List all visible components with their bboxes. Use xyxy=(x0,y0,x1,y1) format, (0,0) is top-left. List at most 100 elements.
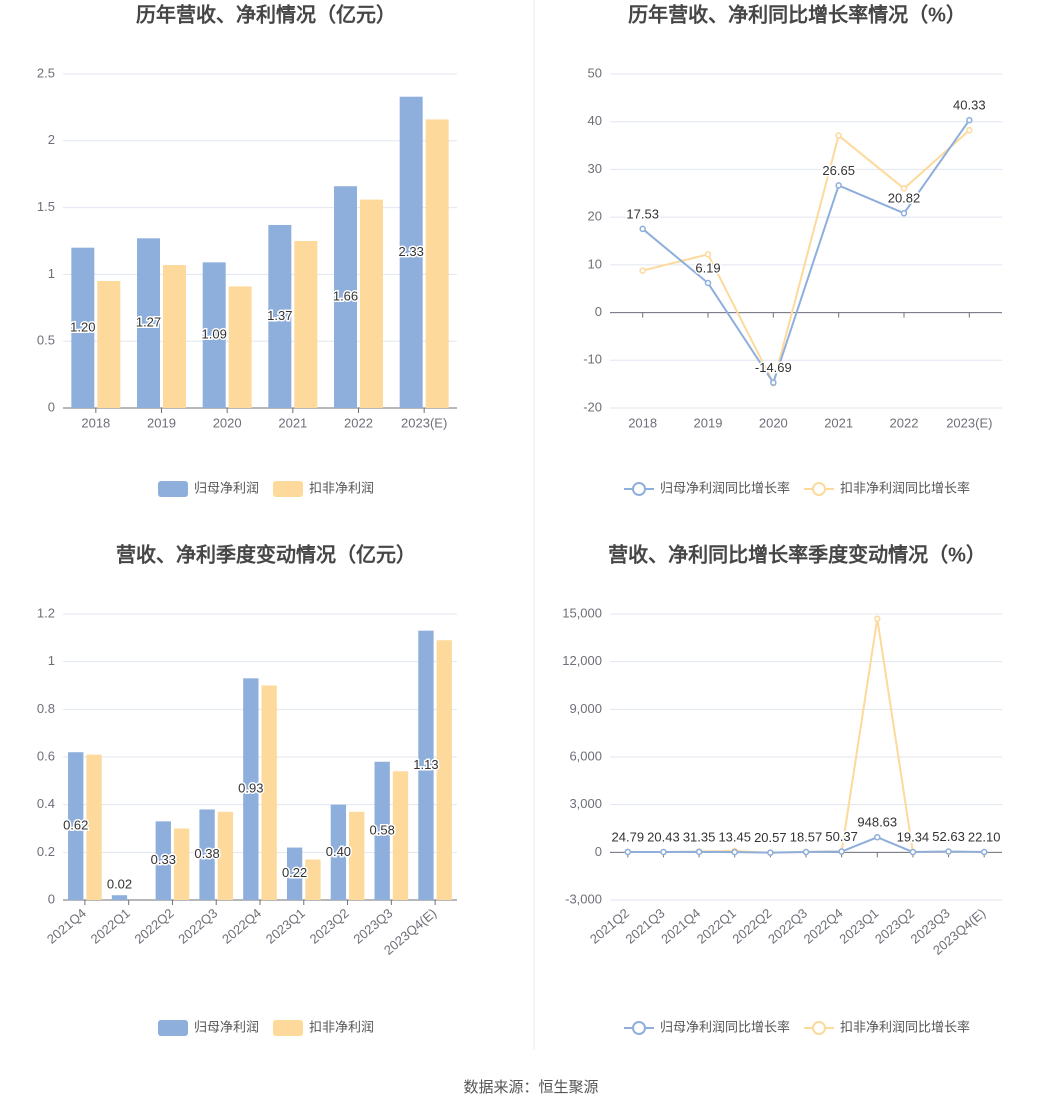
y-tick-label: 1 xyxy=(48,653,55,668)
y-tick-label: 0.5 xyxy=(37,333,55,348)
point xyxy=(660,848,667,856)
legend-swatch xyxy=(812,1021,826,1035)
value-label: 0.38 xyxy=(194,846,219,861)
line xyxy=(642,129,970,386)
x-tick-label: 2023(E) xyxy=(946,415,992,430)
point xyxy=(624,848,632,856)
value-label: 20.43 xyxy=(647,829,680,844)
legend-label: 归母净利润同比增长率 xyxy=(660,1019,790,1034)
x-tick-label: 2021 xyxy=(278,415,307,430)
bar xyxy=(286,847,303,900)
y-tick-label: 0 xyxy=(48,399,55,414)
bar xyxy=(392,771,409,900)
value-label: 1.37 xyxy=(267,308,292,323)
y-tick-label: 6,000 xyxy=(569,748,602,763)
point xyxy=(802,848,810,856)
value-label: 0.40 xyxy=(326,844,351,859)
x-tick-label: 2021Q4 xyxy=(44,905,89,946)
value-label: 19.34 xyxy=(897,829,930,844)
bar xyxy=(202,262,226,408)
y-tick-label: 2.5 xyxy=(37,65,55,80)
bar xyxy=(268,224,292,408)
x-tick-label: 2022Q2 xyxy=(131,905,176,946)
value-label: 0.22 xyxy=(282,865,307,880)
legend-swatch xyxy=(273,1020,303,1036)
point xyxy=(767,849,774,856)
x-tick-label: 2019 xyxy=(147,415,176,430)
x-tick-label: 2022Q3 xyxy=(175,905,220,946)
bar xyxy=(349,811,365,900)
point xyxy=(900,185,908,192)
bar xyxy=(243,678,259,900)
point xyxy=(909,848,917,856)
bar xyxy=(374,761,390,900)
x-tick-label: 2023Q1 xyxy=(836,905,881,946)
value-label: 1.27 xyxy=(136,315,161,330)
point xyxy=(966,116,973,124)
value-label: 1.13 xyxy=(413,757,438,772)
point xyxy=(874,615,881,623)
legend-swatch xyxy=(632,1021,646,1035)
x-tick-label: 2022Q4 xyxy=(801,905,846,946)
bar xyxy=(418,630,434,900)
y-tick-label: 2 xyxy=(48,132,55,147)
x-tick-label: 2019 xyxy=(694,415,723,430)
bar xyxy=(163,265,186,408)
x-tick-label: 2020 xyxy=(759,415,788,430)
value-label: 50.37 xyxy=(825,829,858,844)
y-tick-label: 0 xyxy=(595,304,602,319)
value-label: 22.10 xyxy=(968,829,1001,844)
line xyxy=(642,119,971,385)
y-tick-label: 1.5 xyxy=(37,199,55,214)
x-tick-label: 2023Q2 xyxy=(307,905,352,946)
y-tick-label: 0.8 xyxy=(37,701,55,716)
x-tick-label: 2021 xyxy=(824,415,853,430)
y-tick-label: 1 xyxy=(48,266,55,281)
legend-swatch xyxy=(158,481,188,497)
value-label: 0.02 xyxy=(107,877,132,892)
bar xyxy=(111,895,128,900)
chart-title: 历年营收、净利情况（亿元） xyxy=(136,2,396,26)
x-tick-label: 2022Q1 xyxy=(88,905,133,946)
point xyxy=(874,834,881,841)
bar xyxy=(199,809,215,900)
point xyxy=(704,251,712,258)
bar xyxy=(334,186,357,408)
bar xyxy=(137,238,160,408)
legend-label: 归母净利润同比增长率 xyxy=(660,480,790,495)
bar xyxy=(86,754,102,900)
y-tick-label: 15,000 xyxy=(562,605,602,620)
bar xyxy=(261,685,277,900)
legend-label: 扣非净利润 xyxy=(309,1019,374,1034)
point xyxy=(838,848,845,855)
value-label: 26.65 xyxy=(822,163,855,178)
x-tick-label: 2023Q2 xyxy=(872,905,917,946)
x-tick-label: 2023Q1 xyxy=(263,905,308,946)
bar xyxy=(68,752,84,900)
bar xyxy=(97,281,121,408)
value-label: 0.58 xyxy=(370,822,395,837)
x-tick-label: 2022Q1 xyxy=(694,905,739,946)
legend-swatch xyxy=(273,481,303,497)
value-label: 13.45 xyxy=(718,830,751,845)
bar xyxy=(305,859,321,900)
legend-label: 扣非净利润同比增长率 xyxy=(840,1019,970,1034)
y-tick-label: 30 xyxy=(588,161,602,176)
value-label: 20.82 xyxy=(888,191,921,206)
x-tick-label: 2022 xyxy=(344,415,373,430)
chart-title: 营收、净利季度变动情况（亿元） xyxy=(116,542,416,566)
value-label: 52.63 xyxy=(932,829,965,844)
point xyxy=(835,132,842,139)
x-tick-label: 2020 xyxy=(213,415,242,430)
y-tick-label: 3,000 xyxy=(569,796,602,811)
point xyxy=(639,267,646,274)
bar xyxy=(330,804,347,900)
value-label: 18.57 xyxy=(790,829,823,844)
x-tick-label: 2018 xyxy=(81,415,110,430)
bar xyxy=(217,811,234,900)
legend-swatch xyxy=(812,482,826,496)
y-tick-label: 20 xyxy=(588,209,602,224)
x-tick-label: 2022Q4 xyxy=(219,905,264,946)
y-tick-label: 0.6 xyxy=(37,748,55,763)
y-tick-label: -3,000 xyxy=(565,891,602,906)
